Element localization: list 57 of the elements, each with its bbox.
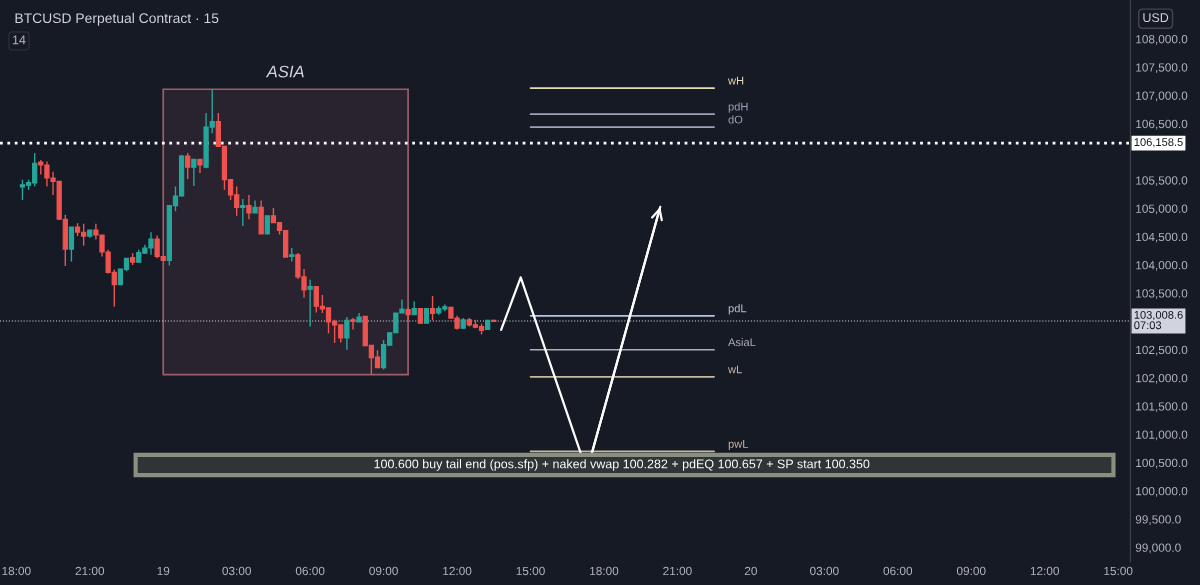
y-tick-label: 105,000.0 <box>1136 204 1188 215</box>
y-tick-label: 102,000.0 <box>1136 374 1188 384</box>
text: BTCUSD Perpetual Contract · 15 <box>15 12 219 26</box>
candlestick <box>350 317 356 331</box>
x-tick-label: 12:00 <box>443 566 472 576</box>
x-tick-label: 19 <box>157 566 170 576</box>
series-label: pdH <box>728 102 748 113</box>
y-tick-label: 104,500.0 <box>1136 232 1188 243</box>
candlestick <box>191 158 197 187</box>
x-tick-label: 21:00 <box>663 566 692 576</box>
candlestick <box>344 316 350 351</box>
candlestick <box>68 226 75 263</box>
series-label: wH <box>728 76 744 85</box>
series-label: pdL <box>728 304 747 315</box>
x-tick-label: 15:00 <box>516 566 545 576</box>
y-tick-label: 100,500.0 <box>1136 458 1188 469</box>
candlestick <box>185 152 191 180</box>
x-tick-label: 09:00 <box>369 566 398 576</box>
band-label: ASIA <box>265 65 304 78</box>
x-tick-label: 20 <box>744 566 757 576</box>
y-tick-label: 108,000.0 <box>1136 35 1188 45</box>
series-label: dO <box>728 115 743 124</box>
x-tick-label: 12:00 <box>1030 566 1060 576</box>
x-tick-label: 21:00 <box>75 566 105 576</box>
candlestick <box>264 215 270 235</box>
ref-line-label: 106,158.5 <box>1134 138 1183 148</box>
y-tick-label: 99,500.0 <box>1135 515 1181 526</box>
y-tick-label: 102,500.0 <box>1136 345 1188 356</box>
band-label: 100.600 buy tail end (pos.sfp) + naked vwap 100.282 + pdEQ 100.657 + SP start 100.350 <box>374 459 870 471</box>
y-tick-label: 101,000.0 <box>1136 430 1188 441</box>
x-tick-label: 03:00 <box>810 566 839 576</box>
series-label: wL <box>728 365 742 374</box>
y-tick-label: 99,000.0 <box>1135 543 1181 554</box>
x-tick-label: 09:00 <box>956 566 986 576</box>
annotation: 14 <box>12 35 26 45</box>
y-tick-label: 105,500.0 <box>1136 176 1188 187</box>
y-tick-label: 106,500.0 <box>1136 119 1188 130</box>
x-tick-label: 18:00 <box>590 566 619 576</box>
y-tick-label: 100,000.0 <box>1136 487 1188 497</box>
candlestick <box>240 198 246 227</box>
x-tick-label: 06:00 <box>295 566 325 576</box>
x-tick-label: 06:00 <box>883 566 913 576</box>
y-tick-label: 107,000.0 <box>1136 91 1188 102</box>
candlestick <box>429 295 436 322</box>
series-label: AsiaL <box>728 337 756 347</box>
series-label: pwL <box>728 440 749 451</box>
x-tick-label: 18:00 <box>2 566 31 576</box>
candlestick <box>307 278 313 328</box>
y-tick-label: 107,500.0 <box>1136 63 1188 74</box>
y-tick-label: 103,500.0 <box>1136 289 1188 300</box>
candlestick <box>246 194 252 220</box>
y-tick-label: 101,500.0 <box>1136 402 1188 413</box>
x-tick-label: 03:00 <box>222 566 251 576</box>
y-tick-label: 104,000.0 <box>1136 261 1188 271</box>
x-tick-label: 15:00 <box>1104 566 1133 576</box>
text: USD <box>1143 13 1169 23</box>
ref-line-label: 103,008.6 07:03 <box>1134 310 1183 330</box>
